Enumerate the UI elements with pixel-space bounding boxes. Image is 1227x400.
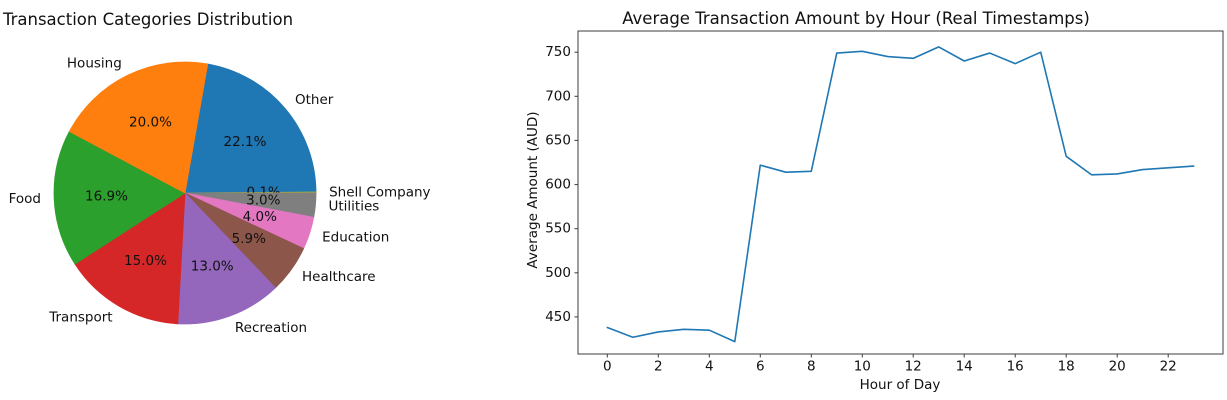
- pie-percent-label: 4.0%: [243, 209, 277, 225]
- plot-border: [577, 30, 1224, 355]
- y-tick-label: 750: [545, 44, 571, 60]
- pie-slice-recreation: [177, 192, 276, 325]
- y-tick-label: 550: [545, 221, 571, 237]
- x-tick-label: 2: [654, 359, 663, 375]
- pie-slice-housing: [68, 61, 209, 194]
- pie-category-label-housing: Housing: [67, 56, 122, 72]
- x-tick-label: 22: [1160, 359, 1177, 375]
- x-tick-label: 14: [956, 359, 973, 375]
- pie-category-label-recreation: Recreation: [235, 320, 307, 336]
- pie-category-label-other: Other: [295, 92, 334, 108]
- y-tick-label: 450: [545, 309, 571, 325]
- pie-category-label-healthcare: Healthcare: [302, 269, 376, 285]
- pie-percent-label: 16.9%: [85, 188, 128, 204]
- y-tick-label: 500: [545, 265, 571, 281]
- pie-slice-food: [53, 130, 186, 265]
- pie-category-label-utilities: Utilities: [329, 198, 380, 214]
- x-tick-label: 8: [807, 359, 816, 375]
- average-amount-line: [606, 46, 1195, 343]
- pie-percent-label: 3.0%: [246, 192, 280, 208]
- pie-percent-label: 13.0%: [191, 259, 234, 275]
- line-chart-title: Average Transaction Amount by Hour (Real…: [622, 9, 1090, 28]
- x-tick-label: 16: [1007, 359, 1024, 375]
- y-tick-label: 700: [545, 88, 571, 104]
- y-tick-label: 650: [545, 132, 571, 148]
- x-tick-label: 18: [1058, 359, 1075, 375]
- pie-percent-label: 15.0%: [124, 253, 167, 269]
- x-tick-label: 20: [1109, 359, 1126, 375]
- pie-slice-other: [184, 63, 317, 194]
- pie-category-label-shell-company: Shell Company: [329, 184, 430, 200]
- x-tick-label: 6: [756, 359, 765, 375]
- x-tick-label: 10: [854, 359, 871, 375]
- pie-percent-label: 22.1%: [224, 134, 267, 150]
- pie-chart-title: Transaction Categories Distribution: [2, 10, 294, 29]
- pie-category-label-education: Education: [322, 229, 389, 245]
- pie-percent-label: 20.0%: [129, 114, 172, 130]
- x-axis-label: Hour of Day: [859, 377, 941, 393]
- y-tick-label: 600: [545, 177, 571, 193]
- x-tick-label: 4: [705, 359, 714, 375]
- pie-category-label-food: Food: [9, 191, 41, 207]
- x-tick-label: 12: [905, 359, 922, 375]
- x-tick-label: 0: [603, 359, 612, 375]
- pie-slice-transport: [74, 192, 186, 325]
- pie-category-label-transport: Transport: [48, 310, 112, 326]
- pie-percent-label: 5.9%: [232, 231, 266, 247]
